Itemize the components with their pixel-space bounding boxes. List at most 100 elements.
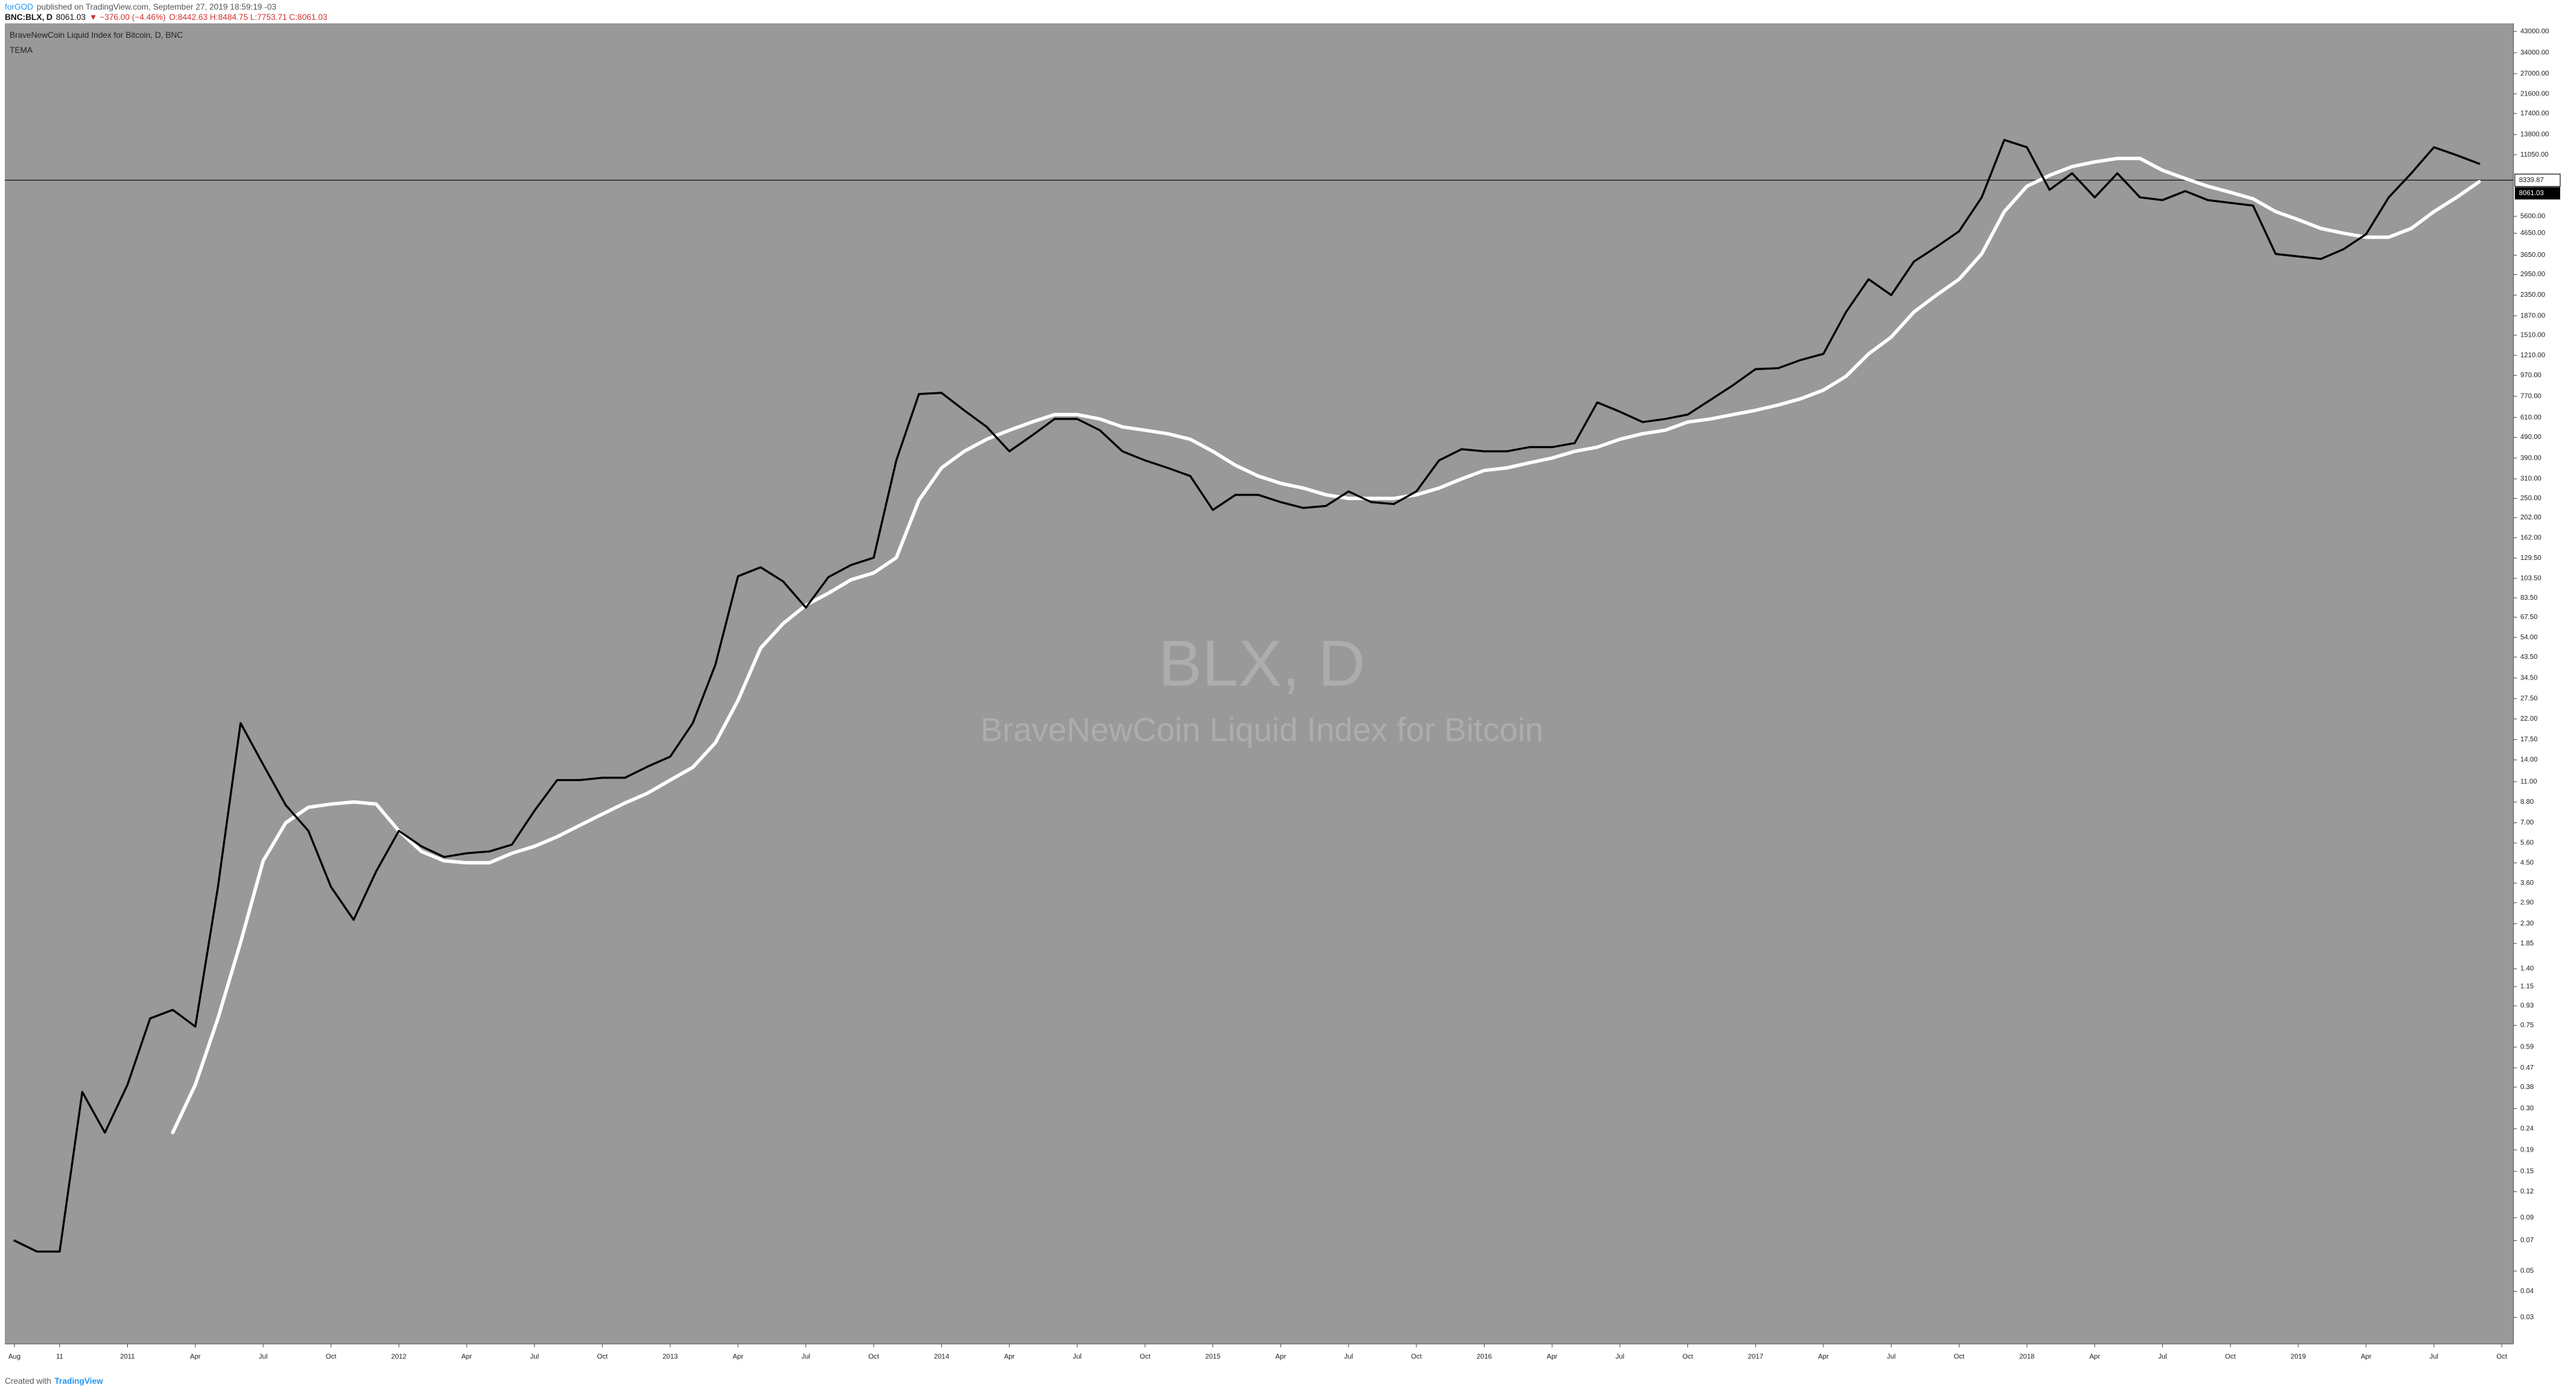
y-tick-label: 770.00 (2520, 393, 2542, 401)
y-tick-label: 34.50 (2520, 675, 2538, 682)
x-tick-label: Oct (326, 1354, 337, 1361)
header-text: ▼ −376.00 (−4.46%) (89, 12, 166, 22)
y-tick-label: 17.50 (2520, 736, 2538, 743)
y-tick-label: 129.50 (2520, 554, 2542, 562)
y-tick-label: 2.90 (2520, 899, 2534, 906)
watermark-subtitle: BraveNewCoin Liquid Index for Bitcoin (980, 712, 1543, 749)
y-tick-label: 4.50 (2520, 859, 2534, 866)
y-tick-label: 1210.00 (2520, 352, 2546, 359)
x-tick-label: Apr (1276, 1354, 1287, 1361)
y-tick-label: 21600.00 (2520, 90, 2549, 98)
y-tick-label: 67.50 (2520, 614, 2538, 621)
price-label: 8339.87 (2519, 177, 2544, 184)
header-text: Created with (5, 1376, 51, 1386)
x-tick-label: Oct (1683, 1354, 1694, 1361)
y-tick-label: 0.15 (2520, 1168, 2534, 1176)
x-tick-label: Jul (1887, 1354, 1896, 1361)
plot-background (5, 23, 2513, 1344)
x-tick-label: Oct (868, 1354, 879, 1361)
y-tick-label: 43.50 (2520, 653, 2538, 661)
x-tick-label: Jul (530, 1354, 539, 1361)
x-tick-label: Oct (1411, 1354, 1422, 1361)
y-tick-label: 0.12 (2520, 1188, 2534, 1195)
x-tick-label: Apr (2361, 1354, 2372, 1361)
x-tick-label: Apr (2089, 1354, 2100, 1361)
x-tick-label: Apr (1004, 1354, 1015, 1361)
y-tick-label: 0.05 (2520, 1268, 2534, 1275)
y-tick-label: 0.19 (2520, 1146, 2534, 1154)
y-tick-label: 11.00 (2520, 778, 2538, 785)
y-tick-label: 0.09 (2520, 1214, 2534, 1222)
x-tick-label: 2011 (120, 1354, 135, 1361)
x-tick-label: Oct (2225, 1354, 2236, 1361)
x-tick-label: 2013 (663, 1354, 678, 1361)
last-price-box (2515, 187, 2560, 200)
y-tick-label: 2950.00 (2520, 271, 2546, 278)
y-tick-label: 0.59 (2520, 1044, 2534, 1051)
y-tick-label: 5600.00 (2520, 213, 2546, 221)
y-tick-label: 4650.00 (2520, 229, 2546, 237)
y-tick-label: 5.60 (2520, 840, 2534, 847)
y-tick-label: 17400.00 (2520, 110, 2549, 117)
x-tick-label: 2014 (934, 1354, 950, 1361)
x-tick-label: Apr (190, 1354, 201, 1361)
series-line (13, 139, 2480, 1253)
header-text: forGOD (5, 2, 34, 12)
x-tick-label: Apr (1818, 1354, 1829, 1361)
x-tick-label: Jul (1344, 1354, 1353, 1361)
x-tick-label: Oct (1954, 1354, 1965, 1361)
x-tick-label: 2018 (2019, 1354, 2035, 1361)
y-tick-label: 310.00 (2520, 475, 2542, 483)
x-tick-label: Oct (2496, 1354, 2507, 1361)
last-price-label: 8061.03 (2519, 190, 2544, 197)
y-tick-label: 970.00 (2520, 372, 2542, 379)
y-tick-label: 202.00 (2520, 514, 2542, 521)
header-text: published on TradingView.com, September … (36, 2, 276, 12)
y-tick-label: 7.00 (2520, 819, 2534, 827)
y-tick-label: 0.38 (2520, 1084, 2534, 1091)
legend-entry: BraveNewCoin Liquid Index for Bitcoin, D… (10, 30, 183, 40)
y-tick-label: 162.00 (2520, 534, 2542, 541)
y-tick-label: 1.15 (2520, 983, 2534, 991)
x-tick-label: Apr (733, 1354, 744, 1361)
x-tick-label: 11 (56, 1354, 64, 1361)
x-tick-label: 2017 (1748, 1354, 1764, 1361)
y-tick-label: 1.40 (2520, 965, 2534, 973)
x-tick-label: Jul (259, 1354, 268, 1361)
x-tick-label: 2016 (1476, 1354, 1492, 1361)
y-tick-label: 1870.00 (2520, 312, 2546, 319)
y-tick-label: 0.47 (2520, 1064, 2534, 1072)
y-tick-label: 0.93 (2520, 1002, 2534, 1010)
header-text: BNC:BLX, D (5, 12, 53, 22)
y-tick-label: 2.30 (2520, 920, 2534, 928)
y-tick-label: 1510.00 (2520, 332, 2546, 339)
x-tick-label: 2015 (1206, 1354, 1221, 1361)
y-tick-label: 0.24 (2520, 1125, 2534, 1133)
header-text: O:8442.63 H:8484.75 L:7753.71 C:8061.03 (169, 12, 328, 22)
y-tick-label: 490.00 (2520, 434, 2542, 441)
y-tick-label: 13800.00 (2520, 131, 2549, 138)
y-tick-label: 0.75 (2520, 1022, 2534, 1029)
y-tick-label: 103.50 (2520, 574, 2542, 582)
header-text: TradingView (54, 1376, 103, 1386)
y-tick-label: 3.60 (2520, 879, 2534, 887)
y-tick-label: 2350.00 (2520, 291, 2546, 299)
x-tick-label: 2012 (391, 1354, 407, 1361)
y-tick-label: 27000.00 (2520, 70, 2549, 78)
y-tick-label: 1.85 (2520, 940, 2534, 947)
x-tick-label: Oct (1140, 1354, 1151, 1361)
y-tick-label: 27.50 (2520, 695, 2538, 702)
header-text: 8061.03 (56, 12, 86, 22)
y-tick-label: 0.07 (2520, 1237, 2534, 1244)
y-tick-label: 250.00 (2520, 495, 2542, 502)
y-tick-label: 8.80 (2520, 798, 2534, 806)
y-tick-label: 0.03 (2520, 1314, 2534, 1321)
y-tick-label: 3650.00 (2520, 251, 2546, 259)
x-tick-label: Apr (461, 1354, 472, 1361)
watermark: BLX, D (1159, 627, 1366, 700)
y-tick-label: 54.00 (2520, 633, 2538, 641)
price-label-box (2514, 173, 2561, 187)
x-tick-label: Jul (801, 1354, 810, 1361)
